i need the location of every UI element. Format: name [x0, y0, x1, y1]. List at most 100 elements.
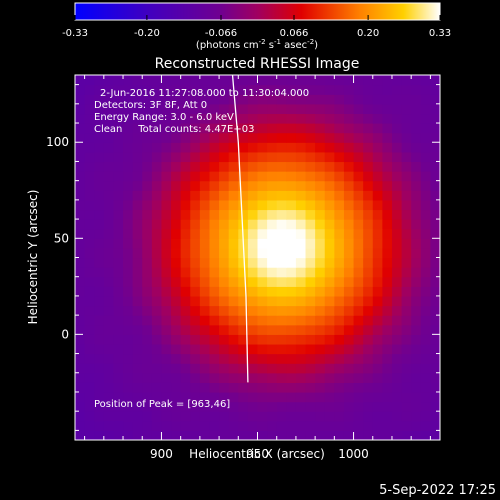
image-pixel	[247, 315, 259, 326]
image-pixel	[180, 132, 191, 143]
image-pixel	[113, 199, 124, 211]
image-pixel	[151, 180, 163, 191]
image-pixel	[363, 315, 374, 326]
image-pixel	[401, 420, 412, 431]
image-pixel	[123, 286, 134, 297]
image-pixel	[305, 334, 316, 345]
image-pixel	[180, 151, 191, 163]
image-pixel	[84, 324, 95, 335]
image-pixel	[324, 142, 335, 153]
image-pixel	[228, 247, 239, 259]
image-pixel	[190, 411, 201, 422]
image-pixel	[238, 295, 249, 307]
image-pixel	[411, 353, 422, 364]
image-pixel	[219, 411, 230, 422]
image-pixel	[247, 103, 259, 115]
image-pixel	[391, 343, 403, 355]
image-pixel	[430, 411, 440, 422]
image-pixel	[171, 199, 182, 211]
image-pixel	[430, 151, 440, 163]
image-pixel	[161, 420, 172, 431]
image-pixel	[75, 363, 86, 374]
image-pixel	[430, 94, 440, 105]
image-pixel	[276, 267, 287, 278]
image-pixel	[142, 190, 153, 201]
image-pixel	[103, 123, 115, 134]
image-pixel	[267, 132, 278, 143]
image-pixel	[132, 161, 143, 172]
image-pixel	[103, 276, 115, 287]
image-pixel	[94, 123, 105, 134]
image-pixel	[75, 295, 86, 307]
image-pixel	[180, 171, 191, 182]
image-pixel	[238, 267, 249, 278]
image-pixel	[401, 75, 412, 86]
image-pixel	[151, 343, 163, 355]
image-pixel	[75, 132, 86, 143]
image-pixel	[199, 142, 211, 153]
image-pixel	[190, 209, 201, 220]
image-pixel	[209, 382, 220, 393]
image-pixel	[180, 267, 191, 278]
image-pixel	[420, 84, 431, 95]
image-pixel	[142, 286, 153, 297]
image-pixel	[276, 257, 287, 268]
image-pixel	[123, 171, 134, 182]
image-pixel	[295, 219, 307, 230]
image-pixel	[199, 84, 211, 95]
image-pixel	[353, 209, 364, 220]
image-pixel	[382, 132, 393, 143]
image-pixel	[94, 142, 105, 153]
image-pixel	[353, 94, 364, 105]
image-pixel	[430, 372, 440, 383]
image-pixel	[411, 161, 422, 172]
image-pixel	[295, 132, 307, 143]
image-pixel	[315, 353, 326, 364]
image-pixel	[180, 84, 191, 95]
image-pixel	[228, 190, 239, 201]
image-pixel	[132, 247, 143, 259]
image-pixel	[430, 343, 440, 355]
image-pixel	[219, 219, 230, 230]
image-pixel	[363, 257, 374, 268]
image-pixel	[190, 401, 201, 412]
image-pixel	[103, 75, 115, 86]
image-pixel	[343, 267, 355, 278]
image-pixel	[295, 161, 307, 172]
image-pixel	[353, 75, 364, 86]
image-pixel	[315, 363, 326, 374]
image-pixel	[411, 324, 422, 335]
image-pixel	[151, 142, 163, 153]
image-pixel	[353, 132, 364, 143]
image-pixel	[151, 209, 163, 220]
image-pixel	[247, 228, 259, 239]
image-pixel	[353, 219, 364, 230]
image-pixel	[420, 411, 431, 422]
image-pixel	[391, 123, 403, 134]
image-pixel	[151, 113, 163, 124]
image-pixel	[161, 267, 172, 278]
image-pixel	[324, 420, 335, 431]
image-pixel	[353, 334, 364, 345]
image-pixel	[161, 94, 172, 105]
image-pixel	[324, 430, 335, 440]
image-pixel	[334, 103, 345, 115]
image-pixel	[94, 401, 105, 412]
image-pixel	[180, 276, 191, 287]
image-pixel	[324, 180, 335, 191]
image-pixel	[324, 94, 335, 105]
image-pixel	[420, 103, 431, 115]
image-pixel	[353, 295, 364, 307]
image-pixel	[113, 84, 124, 95]
image-pixel	[180, 305, 191, 316]
image-pixel	[171, 161, 182, 172]
image-pixel	[103, 411, 115, 422]
image-pixel	[190, 180, 201, 191]
image-pixel	[382, 324, 393, 335]
image-pixel	[420, 286, 431, 297]
image-pixel	[228, 286, 239, 297]
image-pixel	[228, 382, 239, 393]
image-pixel	[209, 391, 220, 403]
image-pixel	[123, 84, 134, 95]
image-pixel	[286, 315, 297, 326]
